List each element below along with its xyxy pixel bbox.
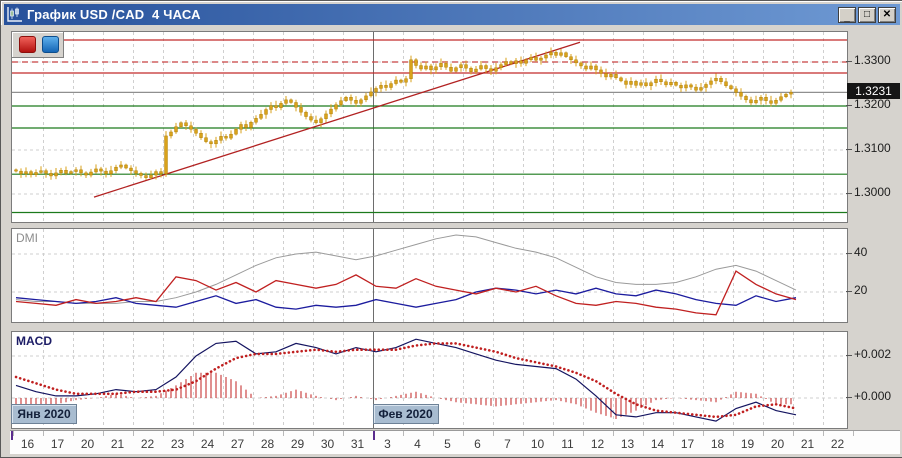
price-axis-label: 1.3000: [854, 185, 891, 199]
price-axis-label: 1.3200: [854, 97, 891, 111]
day-label: 27: [230, 437, 245, 451]
day-label: 11: [561, 437, 574, 451]
macd-indicator-panel[interactable]: MACD: [11, 331, 848, 429]
day-label: 3: [384, 437, 391, 451]
day-label: 30: [320, 437, 335, 451]
day-label: 19: [740, 437, 755, 451]
day-label: 4: [414, 437, 421, 451]
day-label: 24: [200, 437, 215, 451]
day-label: 16: [20, 437, 35, 451]
day-label: 13: [620, 437, 635, 451]
current-price-badge: 1.3231: [847, 83, 900, 100]
day-label: 21: [800, 437, 815, 451]
day-label: 6: [474, 437, 481, 451]
month-label-box: Янв 2020: [11, 404, 77, 424]
day-label: 31: [350, 437, 365, 451]
dmi-axis-label: 40: [854, 245, 868, 259]
dmi-axis-label: 20: [854, 283, 868, 297]
chart-area: DMI MACD 1.3300 1.3200 1.3100 1.3000 40 20 +0.…: [1, 25, 902, 457]
close-button[interactable]: ✕: [878, 7, 896, 23]
window-title: График USD /CAD 4 ЧАСА: [27, 7, 201, 22]
time-axis[interactable]: 16 17 20 21 22 23 24 27 28 29 30 31 3 4 5 6 7 10 11 12 13 14 1…: [10, 430, 900, 454]
day-label: 20: [770, 437, 785, 451]
macd-axis-label: +0.000: [854, 389, 892, 403]
macd-axis-label: +0.002: [854, 347, 892, 361]
day-label: 21: [110, 437, 125, 451]
blue-style-button[interactable]: [42, 36, 59, 53]
price-axis-label: 1.3100: [854, 141, 891, 155]
day-label: 17: [50, 437, 65, 451]
candlestick-chart-icon: [7, 7, 22, 22]
red-style-button[interactable]: [19, 36, 36, 53]
price-chart-panel[interactable]: [11, 31, 848, 223]
day-label: 12: [590, 437, 605, 451]
day-label: 28: [260, 437, 275, 451]
day-label: 20: [80, 437, 95, 451]
maximize-button[interactable]: □: [858, 7, 876, 23]
day-label: 7: [504, 437, 511, 451]
day-label: 5: [444, 437, 451, 451]
day-label: 18: [710, 437, 725, 451]
day-label: 22: [830, 437, 845, 451]
day-label: 17: [680, 437, 695, 451]
day-label: 14: [650, 437, 665, 451]
day-label: 22: [140, 437, 155, 451]
chart-style-toolbar: [11, 31, 64, 58]
day-label: 29: [290, 437, 305, 451]
day-label: 23: [170, 437, 185, 451]
dmi-indicator-panel[interactable]: DMI: [11, 228, 848, 323]
day-label: 10: [530, 437, 545, 451]
price-axis-label: 1.3300: [854, 53, 891, 67]
title-bar[interactable]: График USD /CAD 4 ЧАСА _ □ ✕: [4, 4, 900, 25]
minimize-button[interactable]: _: [838, 7, 856, 23]
month-label-box: Фев 2020: [372, 404, 439, 424]
